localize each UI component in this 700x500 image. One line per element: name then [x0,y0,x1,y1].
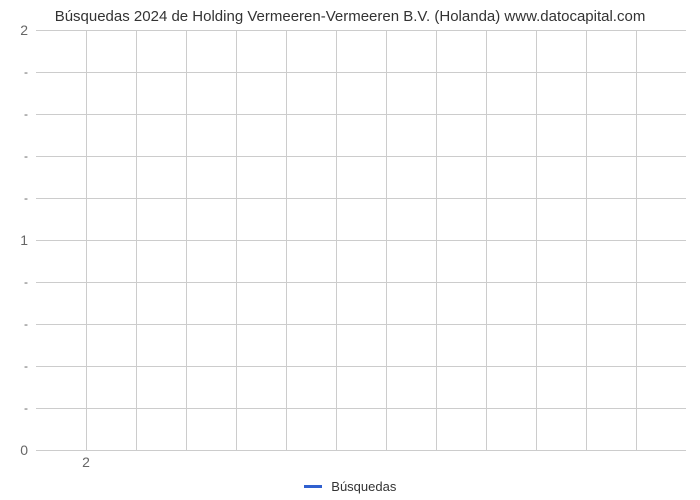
chart-title: Búsquedas 2024 de Holding Vermeeren-Verm… [0,8,700,25]
grid-line-horizontal [36,30,686,31]
grid-line-horizontal [36,156,686,157]
legend: Búsquedas [0,478,700,494]
legend-label: Búsquedas [331,479,396,494]
grid-line-horizontal [36,114,686,115]
grid-line-horizontal [36,72,686,73]
y-axis-minor-tick: - [22,65,28,79]
y-axis-minor-tick: - [22,149,28,163]
y-axis-minor-tick: - [22,401,28,415]
grid-line-horizontal [36,324,686,325]
grid-line-horizontal [36,198,686,199]
x-axis-tick-label: 2 [82,454,90,470]
y-axis-minor-tick: - [22,191,28,205]
grid-line-horizontal [36,408,686,409]
grid-line-horizontal [36,282,686,283]
y-axis-minor-tick: - [22,317,28,331]
plot-area [36,30,686,450]
y-axis-tick-label: 0 [2,442,28,458]
grid-line-horizontal [36,450,686,451]
legend-swatch [304,485,322,488]
y-axis-minor-tick: - [22,275,28,289]
y-axis-minor-tick: - [22,359,28,373]
y-axis-tick-label: 2 [2,22,28,38]
y-axis-minor-tick: - [22,107,28,121]
y-axis-tick-label: 1 [2,232,28,248]
grid-line-horizontal [36,366,686,367]
grid-line-horizontal [36,240,686,241]
